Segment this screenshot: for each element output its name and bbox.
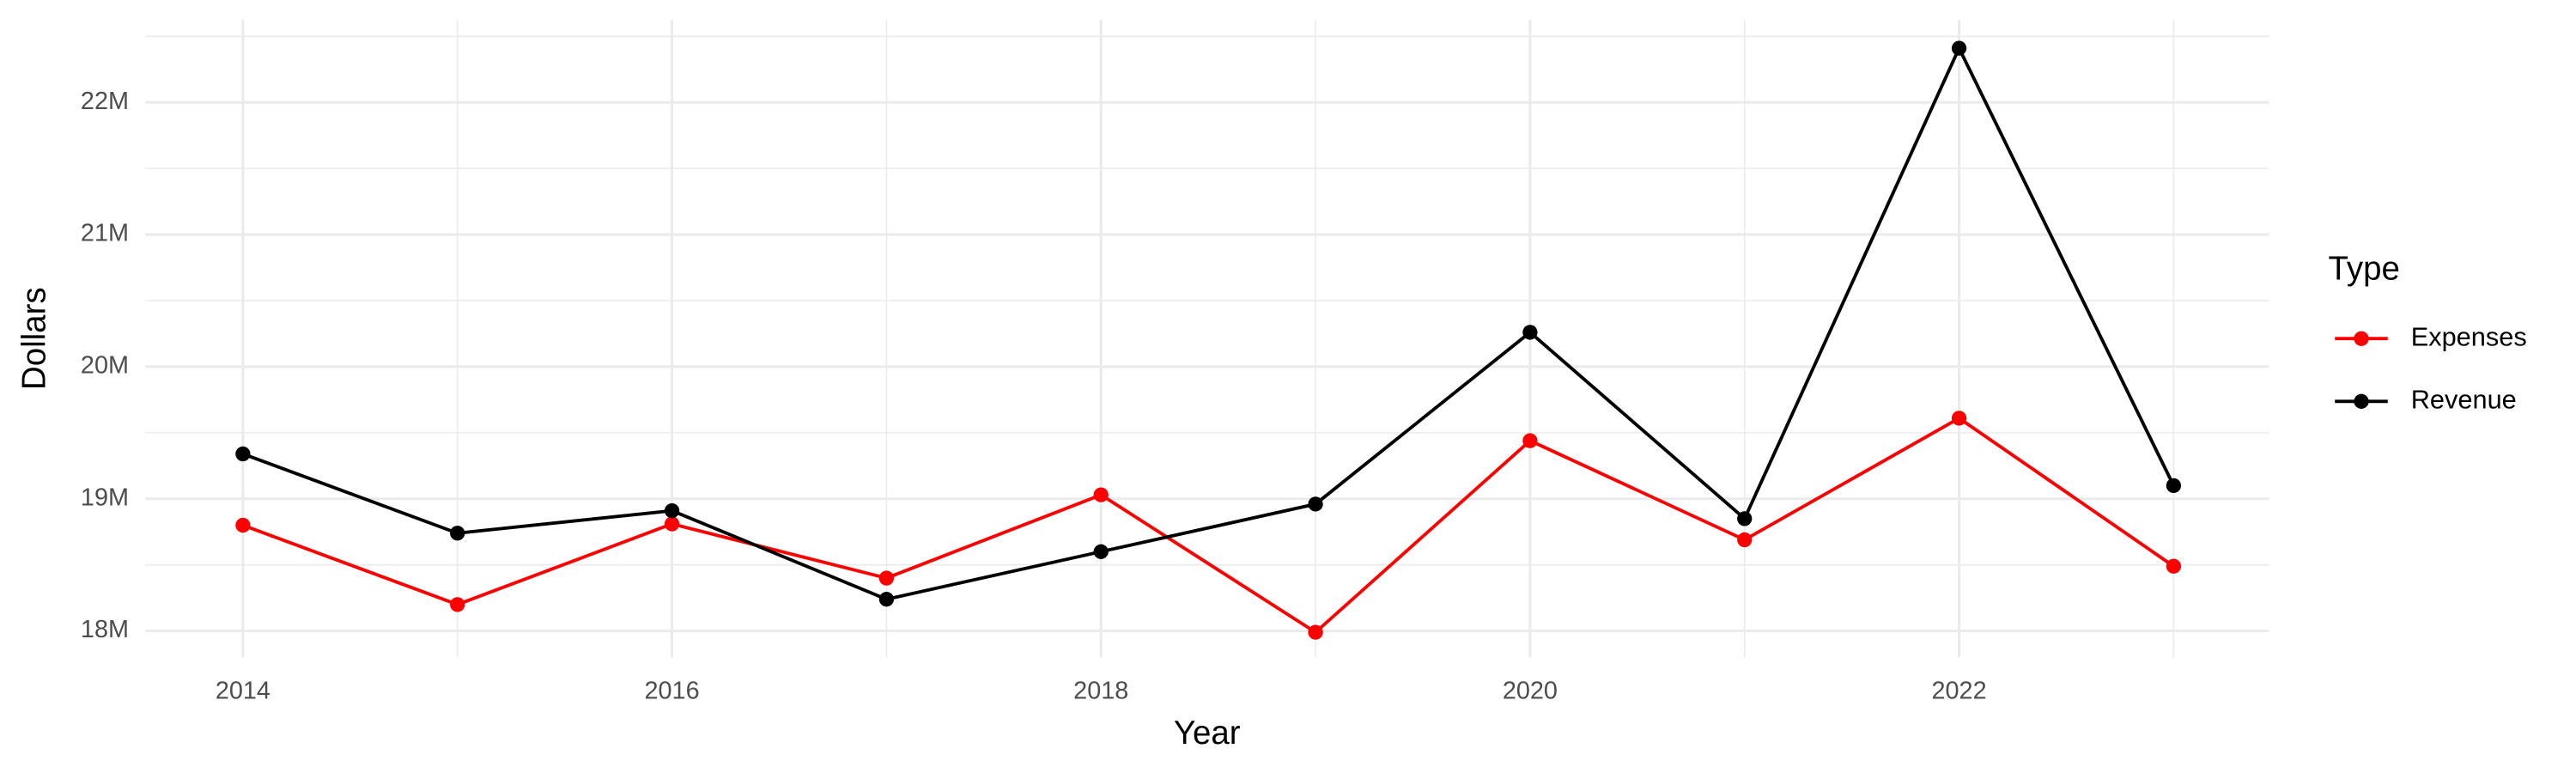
data-point — [878, 570, 895, 586]
data-point — [235, 446, 251, 462]
data-point — [1093, 487, 1109, 502]
legend-key-point — [2354, 393, 2369, 409]
data-point — [1737, 511, 1753, 526]
legend-label: Expenses — [2411, 321, 2527, 351]
data-point — [1951, 40, 1967, 56]
data-point — [664, 502, 680, 519]
series-line — [242, 416, 2175, 635]
data-point — [1308, 624, 1323, 640]
x-tick-label: 2020 — [1503, 677, 1558, 704]
y-axis-title: Dollars — [15, 287, 52, 390]
legend-label: Revenue — [2411, 384, 2517, 414]
data-point — [2166, 558, 2182, 574]
y-tick-label: 20M — [81, 352, 129, 380]
data-point — [450, 526, 465, 541]
x-tick-label: 2018 — [1073, 677, 1128, 704]
data-point — [1737, 532, 1753, 548]
data-point — [1522, 433, 1538, 448]
data-point — [878, 592, 895, 607]
data-point — [664, 516, 680, 532]
series-line — [242, 44, 2176, 601]
data-point — [1951, 411, 1967, 426]
y-tick-label: 21M — [81, 220, 129, 247]
legend-title: Type — [2329, 251, 2400, 288]
data-point — [1093, 544, 1109, 559]
x-axis-title: Year — [1174, 715, 1241, 752]
x-tick-label: 2022 — [1931, 677, 1986, 704]
x-tick-label: 2014 — [216, 677, 270, 704]
x-tick-label: 2016 — [644, 677, 699, 704]
y-tick-label: 19M — [81, 484, 129, 511]
data-point — [2166, 478, 2182, 494]
legend-key-point — [2354, 331, 2369, 346]
data-point — [450, 597, 465, 612]
data-point — [235, 517, 251, 533]
y-tick-label: 22M — [81, 88, 129, 115]
y-tick-label: 18M — [81, 616, 129, 643]
data-point — [1308, 496, 1323, 512]
data-point — [1522, 325, 1538, 340]
